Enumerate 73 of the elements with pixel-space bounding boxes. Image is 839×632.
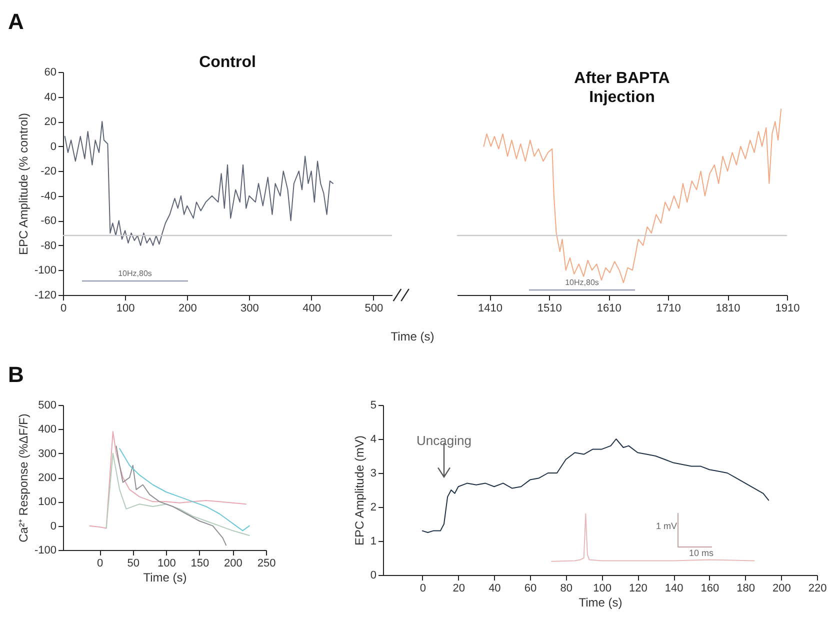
y-tick-label: 3	[370, 468, 376, 480]
x-tick-label: 200	[178, 302, 197, 314]
y-tick-label: 60	[44, 66, 56, 78]
y-axis-title: Ca²⁺ Response (%ΔF/F)	[16, 414, 30, 542]
line-series	[89, 431, 247, 529]
y-tick-label: 1	[370, 536, 376, 548]
x-tick-label: 100	[593, 582, 612, 594]
y-tick-label: -80	[40, 240, 56, 252]
line-series	[119, 448, 250, 532]
y-tick-label: 2	[370, 502, 376, 514]
x-axis-title: Time (s)	[578, 596, 622, 610]
x-tick-label: 1610	[596, 302, 622, 314]
text: A	[8, 9, 24, 34]
text: B	[8, 362, 24, 387]
y-tick-label: -20	[40, 166, 56, 178]
x-tick-label: 80	[560, 582, 573, 594]
chart-title: After BAPTA Injection	[574, 70, 670, 106]
x-tick-label: 0	[97, 558, 104, 570]
chart-title: Control	[199, 54, 256, 71]
x-tick-label: 1510	[537, 302, 562, 314]
y-axis-title: EPC Amplitude (% control)	[16, 112, 30, 256]
y-tick-label: 40	[44, 91, 56, 104]
y-tick-label: 20	[44, 116, 56, 128]
x-tick-label: 200	[772, 582, 791, 594]
x-tick-label: 1910	[775, 302, 800, 314]
x-tick-label: 200	[224, 558, 242, 570]
x-tick-label: 120	[628, 582, 648, 594]
x-tick-label: 50	[127, 558, 140, 570]
y-tick-label: -40	[40, 190, 56, 202]
x-tick-label: 140	[664, 582, 684, 594]
line-series	[116, 446, 227, 546]
line-series	[64, 121, 334, 246]
y-tick-label: -100	[34, 544, 56, 556]
x-axis-title: Time (s)	[390, 330, 434, 344]
y-tick-label: 0	[370, 570, 376, 582]
annotation: 1 mV	[656, 521, 677, 531]
x-tick-label: 160	[700, 582, 720, 594]
y-axis-title: EPC Amplitude (mV)	[352, 435, 366, 546]
x-tick-label: 150	[190, 558, 210, 570]
y-tick-label: -60	[40, 215, 56, 228]
x-tick-label: 220	[808, 582, 827, 594]
y-tick-label: -120	[34, 290, 56, 302]
x-tick-label: 250	[257, 558, 276, 570]
x-tick-label: 0	[420, 582, 426, 594]
x-tick-label: 100	[116, 302, 135, 314]
x-axis-title: Time (s)	[143, 570, 187, 584]
y-tick-label: 0	[50, 520, 56, 532]
annotation: 10 ms	[689, 548, 714, 558]
x-tick-label: 300	[240, 302, 259, 314]
x-tick-label: 1410	[478, 302, 502, 314]
line-series	[551, 513, 755, 562]
x-tick-label: 60	[524, 582, 537, 594]
annotation: 10Hz,80s	[118, 269, 152, 278]
y-tick-label: 500	[38, 400, 56, 412]
y-tick-label: 300	[38, 448, 56, 460]
y-tick-label: 200	[38, 472, 56, 484]
x-tick-label: 180	[736, 582, 755, 594]
x-tick-label: 400	[302, 302, 321, 314]
y-tick-label: 100	[38, 496, 56, 508]
x-tick-label: 0	[60, 302, 67, 314]
line-series	[106, 452, 250, 536]
annotation: Uncaging	[416, 433, 472, 448]
y-tick-label: -100	[34, 264, 56, 277]
x-tick-label: 1710	[656, 302, 681, 314]
x-tick-label: 1810	[716, 302, 740, 314]
annotation: 10Hz,80s	[565, 278, 599, 287]
y-tick-label: 4	[370, 434, 376, 446]
y-tick-label: 400	[38, 424, 56, 436]
y-tick-label: 0	[50, 140, 56, 153]
x-tick-label: 20	[452, 582, 465, 594]
x-tick-label: 100	[157, 558, 176, 570]
x-tick-label: 40	[488, 582, 501, 594]
y-tick-label: 5	[370, 400, 376, 412]
